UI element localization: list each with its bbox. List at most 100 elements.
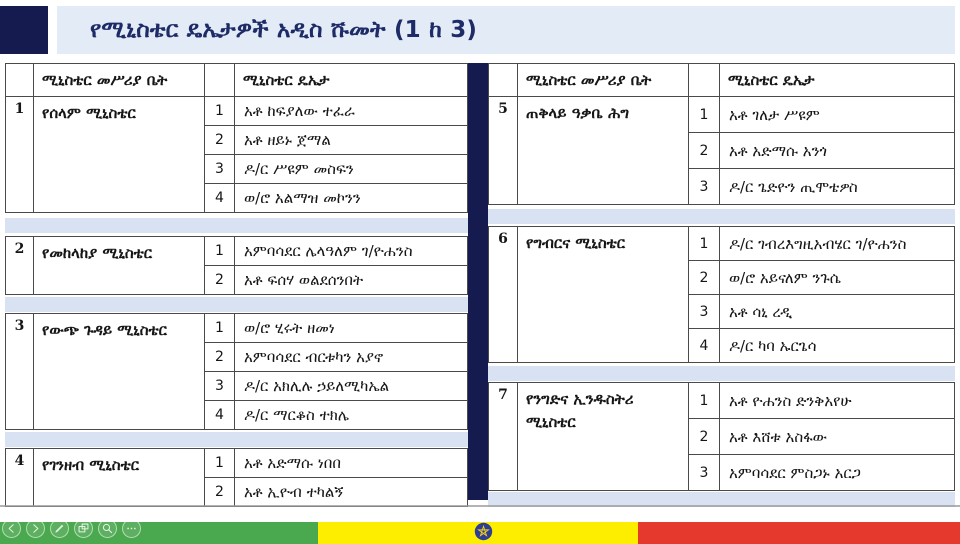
ministry-section: 7 የንግድና ኢንዱስትሪ ሚኒስቴር 1 አቶ ዮሐንስ ድንቅአየሁ 2 አቶ እሸ… (488, 382, 955, 491)
minister-row: 2 ወ/ሮ አይናለም ንጉሴ (489, 260, 955, 295)
pen-icon (55, 524, 64, 533)
minister-name: አቶ እሸቱ አስፋው (719, 418, 955, 455)
toolbar-next-button[interactable] (26, 519, 45, 538)
minister-index: 3 (688, 454, 720, 491)
section-number: 7 (488, 382, 518, 491)
toolbar-zoom-button[interactable] (98, 519, 117, 538)
ministry-section: 4 የገንዘብ ሚኒስቴር 1 አቶ አድማሱ ነበበ 2 አቶ ኢዮብ ተካልኝ (5, 448, 468, 507)
section-number: 6 (488, 226, 518, 363)
minister-row: 2 አቶ ፍሰሃ ወልደሰንበት (6, 265, 468, 295)
toolbar-annotate-button[interactable] (50, 519, 69, 538)
right-sections: 5 ጠቅላይ ዓቃቤ ሕግ 1 አቶ ገለታ ሥዩም 2 አቶ አድማሱ አንጎ 3 ዶ/ር … (488, 96, 955, 507)
table-header: ሚኒስቴር መሥሪያ ቤት ሚኒስቴር ዴኤታ (5, 63, 468, 97)
bottom-hairline (0, 505, 960, 507)
minister-row: 3 አቶ ሳኒ ረዲ (489, 294, 955, 329)
minister-index: 2 (204, 265, 235, 295)
minister-name: ዶ/ር ማርቆስ ተክሌ (234, 400, 468, 430)
header-ministry-office: ሚኒስቴር መሥሪያ ቤት (33, 63, 205, 97)
minister-row: 4 ዶ/ር ማርቆስ ተክሌ (6, 400, 468, 430)
minister-row: 3 የውጭ ጉዳይ ሚኒስቴር 1 ወ/ሮ ሂሩት ዘመነ (5, 313, 468, 430)
minister-row: 3 ዶ/ር ጌድዮን ጢሞቴዎስ (489, 168, 955, 205)
toolbar-more-button[interactable] (122, 519, 141, 538)
minister-name: አቶ አድማሱ ነበበ (234, 448, 468, 478)
header-state-minister: ሚኒስቴር ዴኤታ (234, 63, 468, 97)
minister-index: 2 (688, 418, 720, 455)
minister-row: 5 ጠቅላይ ዓቃቤ ሕግ 1 አቶ ገለታ ሥዩም (488, 96, 955, 205)
minister-name: አቶ ከፍያለው ተፈራ (234, 96, 468, 126)
toolbar-prev-button[interactable] (2, 519, 21, 538)
ministry-section: 3 የውጭ ጉዳይ ሚኒስቴር 1 ወ/ሮ ሂሩት ዘመነ 2 አምባሳደር ብርቱካን … (5, 313, 468, 430)
section-number: 5 (488, 96, 518, 205)
minister-row: 4 ዶ/ር ካባ ኡርጌሳ (489, 328, 955, 363)
viewer-toolbar (2, 519, 141, 538)
minister-row: 2 አቶ እሸቱ አስፋው (489, 418, 955, 455)
toolbar-snapshot-button[interactable] (74, 519, 93, 538)
minister-name: ዶ/ር ካባ ኡርጌሳ (719, 328, 955, 363)
ministry-name: የሰላም ሚኒስቴር (33, 96, 205, 213)
minister-name: ዶ/ር ጌድዮን ጢሞቴዎስ (719, 168, 955, 205)
ministry-section: 2 የመከላከያ ሚኒስቴር 1 አምባሳደር ሌላዓለም ገ/ዮሐንስ 2 አቶ ፍሰሃ… (5, 236, 468, 295)
magnifier-icon (102, 523, 113, 534)
minister-name: ወ/ሮ አይናለም ንጉሴ (719, 260, 955, 295)
minister-name: አቶ ሳኒ ረዲ (719, 294, 955, 329)
minister-row: 2 አቶ ኢዮብ ተካልኝ (6, 477, 468, 507)
minister-name: ወ/ሮ አልማዝ መኮንን (234, 183, 468, 213)
flag-emblem-icon (474, 522, 493, 541)
title-accent-block (0, 6, 48, 54)
minister-index: 3 (204, 154, 235, 184)
section-number: 3 (5, 313, 34, 430)
minister-row: 6 የግብርና ሚኒስቴር 1 ዶ/ር ገብረእግዚአብሄር ገ/ዮሐንስ (488, 226, 955, 363)
ministry-name: የመከላከያ ሚኒስቴር (33, 236, 205, 295)
minister-index: 4 (204, 400, 235, 430)
ministry-name: የውጭ ጉዳይ ሚኒስቴር (33, 313, 205, 430)
section-divider (5, 432, 473, 447)
minister-row: 2 አምባሳደር ብርቱካን አያኖ (6, 342, 468, 372)
minister-row: 3 ዶ/ር ሥዩም መስፍን (6, 154, 468, 184)
ellipsis-icon (127, 527, 136, 530)
minister-index: 1 (688, 382, 720, 419)
center-divider-strip (468, 63, 488, 500)
minister-index: 4 (204, 183, 235, 213)
ministry-section: 6 የግብርና ሚኒስቴር 1 ዶ/ር ገብረእግዚአብሄር ገ/ዮሐንስ 2 ወ/ሮ አ… (488, 226, 955, 363)
header-state-minister: ሚኒስቴር ዴኤታ (719, 63, 955, 97)
minister-index: 4 (688, 328, 720, 363)
section-divider (488, 492, 955, 507)
left-table-column: ሚኒስቴር መሥሪያ ቤት ሚኒስቴር ዴኤታ 1 የሰላም ሚኒስቴር 1 አቶ ከ… (5, 63, 473, 507)
header-empty-cell (688, 63, 720, 97)
minister-row: 2 አቶ አድማሱ አንጎ (489, 132, 955, 169)
ministry-name: የገንዘብ ሚኒስቴር (33, 448, 205, 507)
minister-row: 3 ዶ/ር አክሊሉ ኃይለሚካኤል (6, 371, 468, 401)
section-divider (5, 297, 473, 312)
ministry-name: የንግድና ኢንዱስትሪ ሚኒስቴር (517, 382, 689, 491)
page-title: የሚኒስቴር ዴኤታዎች አዲስ ሹመት (1 ከ 3) (90, 17, 478, 43)
minister-index: 1 (204, 313, 235, 343)
minister-name: አቶ ፍሰሃ ወልደሰንበት (234, 265, 468, 295)
minister-row: 2 የመከላከያ ሚኒስቴር 1 አምባሳደር ሌላዓለም ገ/ዮሐንስ (5, 236, 468, 295)
minister-index: 2 (688, 260, 720, 295)
header-ministry-office: ሚኒስቴር መሥሪያ ቤት (517, 63, 689, 97)
flag-red-segment (638, 522, 960, 544)
minister-name: አቶ ዘይኑ ጀማል (234, 125, 468, 155)
minister-row: 7 የንግድና ኢንዱስትሪ ሚኒስቴር 1 አቶ ዮሐንስ ድንቅአየሁ (488, 382, 955, 491)
title-bar: የሚኒስቴር ዴኤታዎች አዲስ ሹመት (1 ከ 3) (57, 6, 955, 54)
minister-name: አምባሳደር ሌላዓለም ገ/ዮሐንስ (234, 236, 468, 266)
header-empty-cell (204, 63, 235, 97)
minister-index: 1 (204, 448, 235, 478)
minister-row: 4 ወ/ሮ አልማዝ መኮንን (6, 183, 468, 213)
minister-name: አቶ ገለታ ሥዩም (719, 96, 955, 133)
minister-index: 2 (688, 132, 720, 169)
ministry-section: 5 ጠቅላይ ዓቃቤ ሕግ 1 አቶ ገለታ ሥዩም 2 አቶ አድማሱ አንጎ 3 ዶ/ር … (488, 96, 955, 205)
minister-name: አቶ አድማሱ አንጎ (719, 132, 955, 169)
snapshot-icon (78, 523, 89, 533)
minister-name: ወ/ሮ ሂሩት ዘመነ (234, 313, 468, 343)
minister-row: 3 አምባሳደር ምስጋኑ አርጋ (489, 454, 955, 491)
minister-name: አቶ ኢዮብ ተካልኝ (234, 477, 468, 507)
minister-name: ዶ/ር አክሊሉ ኃይለሚካኤል (234, 371, 468, 401)
section-number: 4 (5, 448, 34, 507)
minister-index: 2 (204, 342, 235, 372)
section-number: 2 (5, 236, 34, 295)
minister-name: አምባሳደር ምስጋኑ አርጋ (719, 454, 955, 491)
section-number: 1 (5, 96, 34, 213)
section-divider (5, 218, 473, 233)
